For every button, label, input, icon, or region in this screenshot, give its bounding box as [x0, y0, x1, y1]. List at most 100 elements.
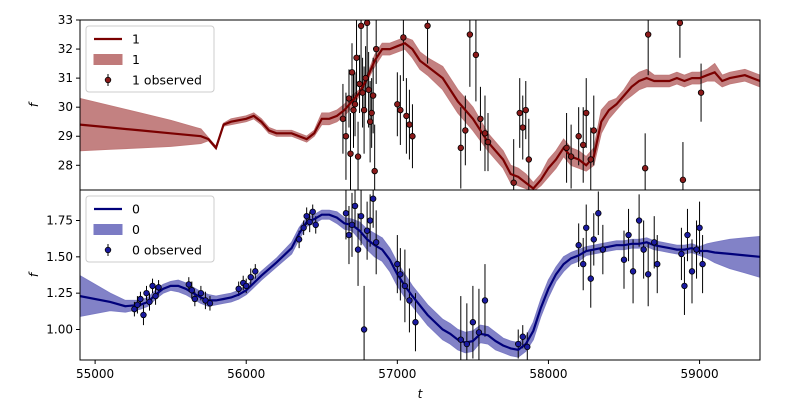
- observed-point: [625, 231, 632, 239]
- observed-point: [401, 282, 409, 290]
- observed-point: [635, 217, 643, 224]
- observed-point: [587, 156, 594, 163]
- observed-point: [369, 92, 377, 99]
- observed-point: [463, 340, 471, 348]
- y-tick-label: 1.25: [46, 286, 73, 300]
- observed-point: [590, 236, 597, 243]
- observed-point: [252, 268, 259, 275]
- observed-point: [620, 256, 628, 263]
- observed-point: [235, 285, 242, 293]
- observed-point: [406, 297, 413, 304]
- legend-label: 1: [132, 32, 140, 47]
- x-tick-label: 55000: [76, 367, 114, 381]
- observed-point: [469, 319, 477, 326]
- observed-point: [372, 45, 380, 53]
- legend-box: [85, 25, 215, 93]
- y-axis-label: f: [27, 271, 41, 277]
- observed-point: [599, 246, 607, 253]
- observed-point: [563, 144, 570, 152]
- legend-label: 0: [132, 202, 140, 217]
- observed-point: [697, 89, 705, 96]
- observed-point: [595, 210, 602, 217]
- observed-point: [366, 217, 374, 224]
- top-panel: 28 29 30 31 32 33 f 1 1 1 observed: [27, 13, 761, 191]
- observed-point: [394, 101, 401, 108]
- observed-point: [372, 239, 380, 246]
- observed-point: [185, 281, 192, 288]
- observed-point: [629, 268, 637, 275]
- observed-point: [188, 287, 196, 294]
- observed-point: [206, 300, 214, 307]
- legend-label: 1: [132, 52, 140, 67]
- observed-point: [525, 156, 532, 163]
- observed-point: [342, 210, 350, 217]
- observed-point: [457, 144, 464, 152]
- observed-point: [466, 31, 474, 38]
- observed-point: [457, 336, 464, 343]
- observed-point: [688, 268, 696, 275]
- observed-point: [583, 109, 590, 117]
- y-tick-label: 33: [58, 13, 73, 27]
- plot-area: [80, 190, 760, 360]
- legend-label: 1 observed: [132, 73, 202, 88]
- observed-point: [350, 106, 357, 114]
- legend-band-swatch: [93, 54, 123, 65]
- observed-point: [412, 319, 419, 326]
- observed-point: [409, 133, 416, 140]
- observed-point: [155, 284, 162, 291]
- observed-point: [357, 212, 365, 220]
- observed-point: [191, 295, 199, 303]
- observed-point: [368, 109, 375, 117]
- y-tick-label: 30: [58, 100, 73, 114]
- observed-point: [590, 127, 597, 134]
- bottom-panel: 1.00 1.25 1.50 1.75 f 55000 56000 57000 58000 590…: [27, 189, 761, 400]
- observed-point: [309, 208, 316, 215]
- observed-point: [681, 282, 688, 290]
- axes-frame: [79, 189, 761, 361]
- observed-point: [484, 138, 492, 146]
- observed-point: [149, 282, 156, 290]
- legend: 0 0 0 observed: [85, 195, 215, 263]
- observed-point: [519, 124, 526, 131]
- observed-point: [351, 202, 359, 210]
- y-tick-label: 1.50: [46, 250, 73, 264]
- observed-point: [575, 242, 582, 249]
- observed-point: [342, 133, 350, 140]
- observed-point: [424, 22, 431, 30]
- observed-point: [366, 118, 374, 125]
- observed-point: [345, 95, 353, 102]
- legend-point-swatch: [104, 246, 112, 254]
- observed-point: [516, 109, 523, 117]
- observed-point: [510, 179, 517, 186]
- y-tick-label: 1.00: [46, 322, 73, 336]
- observed-point: [583, 224, 590, 231]
- observed-point: [295, 236, 303, 243]
- observed-point: [481, 130, 489, 137]
- observed-point: [397, 106, 404, 114]
- observed-point: [522, 106, 529, 114]
- y-tick-label: 29: [58, 129, 73, 143]
- observed-point: [481, 297, 489, 304]
- observed-point: [363, 227, 371, 234]
- y-tick-label: 31: [58, 71, 73, 85]
- legend-band-swatch: [93, 224, 123, 235]
- legend-box: [85, 195, 215, 263]
- observed-point: [654, 260, 661, 268]
- observed-point: [397, 271, 404, 278]
- series-line: [80, 41, 760, 190]
- observed-point: [644, 271, 652, 278]
- observed-point: [475, 329, 483, 336]
- observed-point: [137, 295, 144, 303]
- observed-point: [348, 69, 356, 76]
- observed-point: [143, 289, 150, 297]
- observed-point: [152, 292, 159, 300]
- observed-point: [362, 74, 369, 82]
- x-tick-label: 57000: [378, 367, 416, 381]
- observed-point: [140, 311, 147, 319]
- observed-point: [641, 165, 649, 172]
- x-tick-label: 59000: [680, 367, 718, 381]
- observed-point: [131, 305, 138, 313]
- observed-point: [651, 239, 658, 246]
- x-axis-label: t: [418, 387, 424, 400]
